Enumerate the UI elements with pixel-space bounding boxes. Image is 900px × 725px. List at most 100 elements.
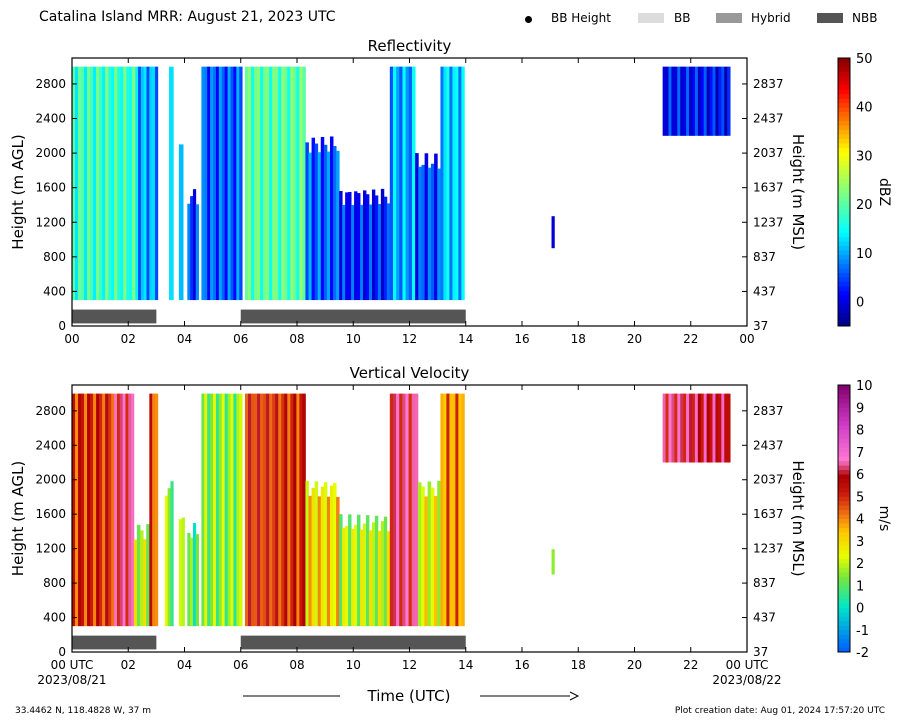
- colorbar-step: [838, 647, 850, 653]
- colorbar-step: [838, 66, 850, 72]
- echo-strip: [383, 196, 388, 301]
- echo-strip: [320, 137, 325, 301]
- rain-type-bar-nbb: [240, 635, 466, 650]
- echo-strip: [192, 523, 197, 627]
- colorbar-step: [838, 218, 850, 224]
- echo-strip: [272, 393, 276, 627]
- colorbar-step: [838, 549, 850, 555]
- y-tick-label: 1600: [35, 181, 66, 195]
- colorbar-step: [838, 576, 850, 582]
- y2-tick-label: 1237: [753, 215, 784, 229]
- colorbar-step: [838, 111, 850, 117]
- echo-strip: [377, 530, 382, 627]
- colorbar-tick-label: 2: [856, 557, 864, 572]
- echo-strip: [411, 66, 416, 301]
- legend-swatch-bb: [638, 13, 664, 23]
- echo-strip: [108, 393, 112, 627]
- echo-strip: [96, 393, 100, 627]
- colorbar-tick-label: 40: [856, 101, 873, 116]
- echo-strip: [233, 393, 237, 627]
- echo-strip: [342, 527, 346, 627]
- x-tick-label: 22: [683, 332, 698, 346]
- echo-strip: [93, 66, 97, 301]
- y-tick-label: 2400: [35, 438, 66, 452]
- echo-strip: [551, 216, 555, 249]
- y2-tick-label: 837: [753, 576, 776, 590]
- echo-strip: [213, 393, 217, 627]
- echo-strip: [689, 393, 693, 463]
- echo-strip: [105, 66, 109, 301]
- echo-strip: [348, 514, 352, 627]
- x-tick-label: 00 UTC: [726, 658, 769, 672]
- x-tick-label: 14: [458, 332, 473, 346]
- echo-strip: [195, 204, 199, 301]
- colorbar-tick-label: 3: [856, 535, 864, 550]
- echo-strip: [697, 393, 702, 463]
- echo-strip: [712, 393, 716, 463]
- echo-strip: [360, 529, 364, 627]
- echo-strip: [131, 393, 135, 627]
- legend-label-bb-height: BB Height: [551, 11, 611, 25]
- echo-strip: [272, 66, 276, 301]
- echo-strip: [126, 66, 130, 301]
- echo-strip: [281, 66, 285, 301]
- y2-tick-label: 1237: [753, 542, 784, 556]
- x-tick-label: 12: [402, 332, 417, 346]
- echo-strip: [169, 66, 174, 301]
- colorbar-step: [838, 545, 850, 551]
- start-date-label: 2023/08/21: [37, 673, 106, 687]
- echo-strip: [662, 393, 666, 463]
- echo-strip: [368, 204, 373, 301]
- x-tick-label: 12: [402, 658, 417, 672]
- echo-strip: [455, 393, 459, 627]
- echo-strip: [218, 393, 223, 627]
- echo-strip: [386, 203, 391, 301]
- echo-strip: [102, 66, 106, 301]
- echo-strip: [706, 393, 710, 463]
- colorbar-step: [838, 116, 850, 122]
- echo-strip: [278, 393, 282, 627]
- colorbar-step: [838, 294, 850, 300]
- echo-strip: [136, 524, 141, 627]
- echo-strip: [392, 393, 397, 627]
- echo-strip: [75, 66, 79, 301]
- colorbar-step: [838, 133, 850, 139]
- echo-strip: [251, 66, 255, 301]
- echo-strip: [368, 530, 373, 627]
- echo-strip: [443, 393, 447, 627]
- colorbar-tick-label: 1: [856, 579, 864, 594]
- echo-strip: [718, 66, 722, 136]
- echo-strip: [90, 66, 94, 301]
- echo-strip: [424, 153, 429, 301]
- echo-strip: [374, 515, 379, 627]
- colorbar-step: [838, 625, 850, 631]
- echo-strip: [421, 486, 425, 627]
- echo-strip: [399, 66, 403, 301]
- echo-strip: [72, 393, 76, 627]
- colorbar-step: [838, 407, 850, 413]
- echo-strip: [213, 66, 217, 301]
- echo-strip: [269, 393, 273, 627]
- echo-strip: [686, 66, 690, 136]
- echo-strip: [437, 480, 441, 627]
- echo-strip: [724, 66, 728, 136]
- colorbar-step: [838, 98, 850, 104]
- colorbar-step: [838, 205, 850, 211]
- echo-strip: [683, 66, 687, 136]
- y2-tick-label: 437: [753, 611, 776, 625]
- echo-strip: [348, 191, 352, 301]
- colorbar-step: [838, 178, 850, 184]
- colorbar-step: [838, 308, 850, 314]
- echo-strip: [371, 189, 376, 301]
- colorbar-step: [838, 183, 850, 189]
- x-tick-label: 00 UTC: [51, 658, 94, 672]
- colorbar-step: [838, 259, 850, 264]
- colorbar-step: [838, 156, 850, 162]
- echo-strip: [700, 393, 705, 463]
- y2-tick-label: 37: [753, 319, 768, 333]
- colorbar-step: [838, 491, 850, 497]
- colorbar-step: [838, 540, 850, 546]
- echo-strip: [75, 393, 79, 627]
- echo-strip: [269, 66, 273, 301]
- echo-strip: [132, 66, 136, 301]
